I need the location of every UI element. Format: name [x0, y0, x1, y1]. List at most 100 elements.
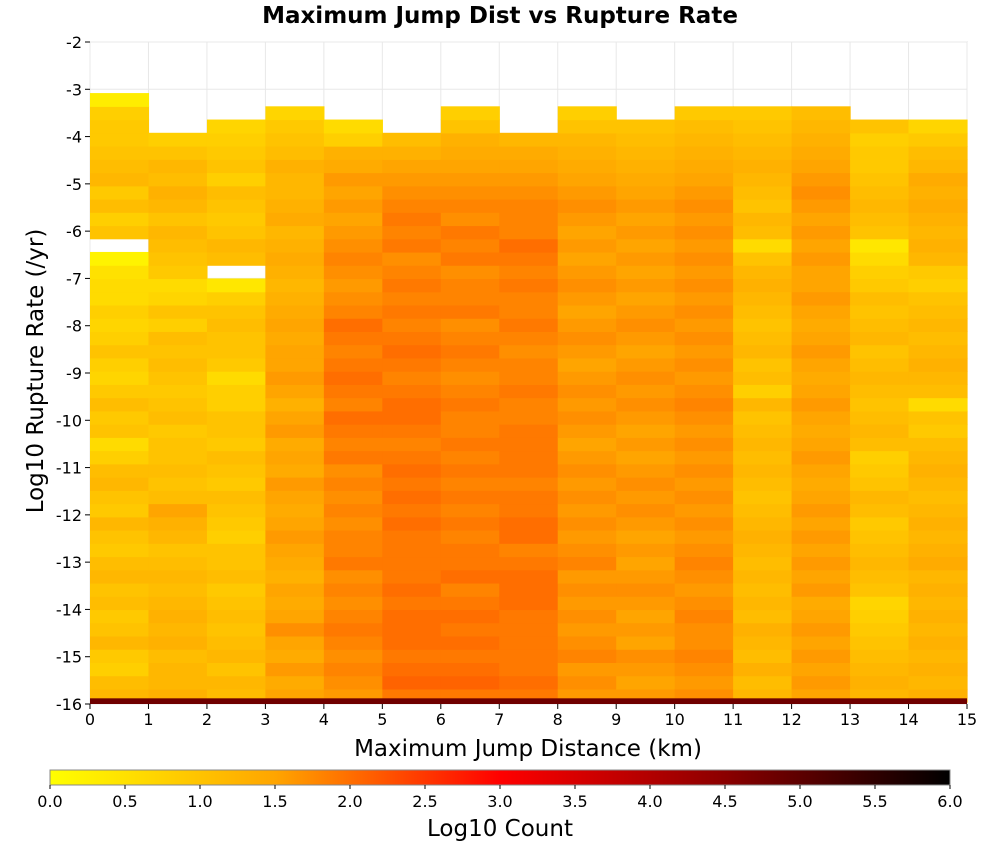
heatmap-cell [908, 119, 968, 134]
heatmap-cell [265, 384, 325, 399]
heatmap-cell [265, 463, 325, 478]
heatmap-cell [148, 238, 208, 253]
heatmap-cell [323, 424, 383, 438]
heatmap-cell [674, 357, 734, 372]
y-tick-label: -6 [66, 222, 82, 241]
heatmap-cell [616, 212, 676, 227]
heatmap-cell [908, 225, 968, 240]
heatmap-cell [148, 450, 208, 465]
heatmap-cell [674, 318, 734, 332]
heatmap-cell [90, 185, 150, 200]
heatmap-cell [674, 675, 734, 690]
heatmap-cell [382, 278, 442, 293]
heatmap-cell [791, 529, 851, 544]
colorbar-tick-label: 0.5 [112, 792, 137, 811]
heatmap-cell [323, 609, 383, 624]
heatmap-cell [791, 212, 851, 227]
heatmap-cell [850, 397, 910, 412]
heatmap-cell [148, 649, 208, 663]
x-tick-label: 0 [85, 710, 95, 729]
heatmap-cell [90, 662, 150, 677]
heatmap-cell [323, 503, 383, 518]
chart-title: Maximum Jump Dist vs Rupture Rate [262, 3, 738, 29]
heatmap-cell [382, 198, 442, 213]
heatmap-cell [557, 503, 617, 518]
heatmap-cell [265, 609, 325, 624]
heatmap-cell [265, 556, 325, 571]
heatmap-cell [674, 635, 734, 650]
heatmap-cell [440, 463, 500, 478]
heatmap-cell [616, 529, 676, 544]
heatmap-cell [148, 251, 208, 266]
heatmap-cell [557, 238, 617, 253]
heatmap-cell [616, 635, 676, 650]
heatmap-cell [557, 490, 617, 505]
heatmap-cell [557, 119, 617, 134]
heatmap-cell [148, 331, 208, 346]
heatmap-cell [733, 543, 793, 558]
heatmap-cell [908, 675, 968, 690]
heatmap-cell [557, 437, 617, 452]
heatmap-cell [90, 384, 150, 399]
heatmap-cell [265, 503, 325, 518]
heatmap-cell [791, 622, 851, 637]
heatmap-cell [733, 450, 793, 465]
heatmap-cell [791, 543, 851, 558]
heatmap-cell [791, 397, 851, 412]
heatmap-cell [850, 146, 910, 160]
heatmap-cell [440, 490, 500, 505]
heatmap-cell [616, 331, 676, 346]
heatmap-cell [791, 609, 851, 624]
heatmap-cell [265, 265, 325, 280]
y-tick-label: -11 [56, 459, 82, 478]
heatmap-cell [557, 384, 617, 399]
heatmap-cell [440, 569, 500, 584]
heatmap-cell [206, 185, 266, 200]
heatmap-cell [265, 318, 325, 332]
heatmap-cell [733, 119, 793, 134]
y-tick-label: -5 [66, 175, 82, 194]
heatmap-cell [791, 291, 851, 306]
heatmap-cell [557, 635, 617, 650]
heatmap-cell [674, 649, 734, 663]
heatmap-cell [674, 397, 734, 412]
heatmap-cell [908, 172, 968, 187]
heatmap-cell [908, 635, 968, 650]
heatmap-cell [206, 582, 266, 597]
heatmap-cell [674, 582, 734, 597]
heatmap-cell [674, 132, 734, 147]
heatmap-cell [616, 198, 676, 213]
heatmap-cell [850, 556, 910, 571]
x-tick-label: 3 [260, 710, 270, 729]
heatmap-cell [616, 278, 676, 293]
heatmap-cell [206, 410, 266, 425]
heatmap-cell [908, 622, 968, 637]
heatmap-cell [850, 119, 910, 134]
heatmap-cell [733, 609, 793, 624]
heatmap-cell [440, 384, 500, 399]
heatmap-cell [206, 357, 266, 372]
heatmap-cell [674, 331, 734, 346]
x-axis-ticks: 0 1 2 3 4 5 6 7 8 9 10 11 12 13 14 15 [85, 704, 977, 729]
heatmap-cell [382, 596, 442, 611]
heatmap-cell [616, 357, 676, 372]
heatmap-cell [908, 278, 968, 293]
heatmap-cell [148, 304, 208, 319]
heatmap-cell [148, 424, 208, 438]
heatmap-cell [323, 371, 383, 385]
heatmap-cells [90, 93, 968, 704]
heatmap-cell [674, 238, 734, 253]
heatmap-cell [440, 357, 500, 372]
heatmap-cell [616, 119, 676, 134]
colorbar-tick-label: 3.5 [562, 792, 587, 811]
heatmap-cell [382, 490, 442, 505]
heatmap-cell [557, 357, 617, 372]
heatmap-cell [908, 543, 968, 558]
heatmap-cell [90, 331, 150, 346]
heatmap-cell [440, 371, 500, 385]
heatmap-cell [265, 675, 325, 690]
y-tick-label: -9 [66, 364, 82, 383]
heatmap-cell [674, 437, 734, 452]
heatmap-cell [90, 490, 150, 505]
heatmap-cell [674, 477, 734, 491]
